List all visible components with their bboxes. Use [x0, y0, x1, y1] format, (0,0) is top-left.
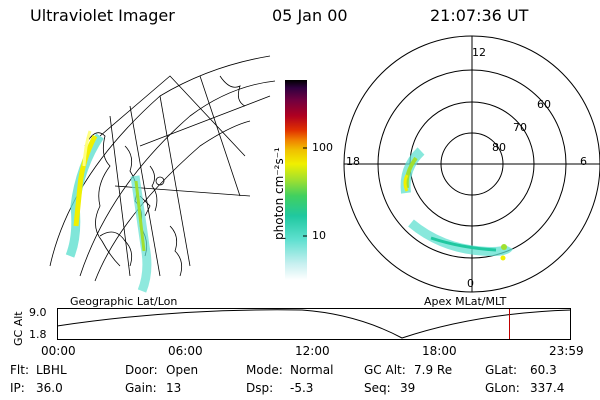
- orbit-ytick-high: 9.0: [29, 306, 47, 319]
- mlat-label-80: 80: [492, 141, 506, 154]
- info-flt-key: Flt:: [10, 363, 29, 377]
- instrument-title: Ultraviolet Imager: [30, 6, 175, 25]
- orbit-ylabel: GC Alt: [12, 311, 25, 346]
- geographic-panel-label: Geographic Lat/Lon: [70, 295, 178, 308]
- mlt-label-0: 0: [467, 277, 474, 290]
- orbit-xtick-1200: 12:00: [295, 344, 330, 358]
- info-glon-val: 337.4: [530, 381, 565, 395]
- orbit-xtick-0000: 00:00: [41, 344, 76, 358]
- image-time: 21:07:36 UT: [430, 6, 529, 25]
- info-seq-key: Seq:: [364, 381, 391, 395]
- info-door-key: Door:: [125, 363, 158, 377]
- info-seq-val: 39: [400, 381, 416, 395]
- info-gcalt-val: 7.9 Re: [414, 363, 453, 377]
- mlat-label-60: 60: [537, 98, 551, 111]
- info-gcalt-key: GC Alt:: [364, 363, 406, 377]
- mlt-label-6: 6: [580, 155, 587, 168]
- info-gain-val: 13: [166, 381, 182, 395]
- colorbar-tick-10: 10: [312, 229, 326, 242]
- info-dsp-val: -5.3: [290, 381, 314, 395]
- info-glat-val: 60.3: [530, 363, 557, 377]
- orbit-ytick-low: 1.8: [29, 328, 47, 341]
- colorbar-unit-label: photon cm⁻²s⁻¹: [272, 147, 286, 240]
- info-ip-key: IP:: [10, 381, 25, 395]
- mlt-label-12: 12: [472, 46, 486, 59]
- orbit-xtick-2359: 23:59: [549, 344, 584, 358]
- orbit-xtick-1800: 18:00: [422, 344, 457, 358]
- colorbar: [285, 80, 307, 280]
- info-door-val: Open: [166, 363, 199, 377]
- mlat-label-70: 70: [513, 121, 527, 134]
- image-date: 05 Jan 00: [272, 6, 348, 25]
- info-dsp-key: Dsp:: [246, 381, 274, 395]
- info-ip-val: 36.0: [36, 381, 63, 395]
- polar-plot: [343, 35, 600, 293]
- mlt-label-18: 18: [346, 155, 360, 168]
- info-flt-val: LBHL: [36, 363, 67, 377]
- orbit-xtick-0600: 06:00: [168, 344, 203, 358]
- info-mode-key: Mode:: [246, 363, 283, 377]
- info-gain-key: Gain:: [125, 381, 157, 395]
- orbit-altitude-plot: [57, 308, 571, 340]
- colorbar-tick-100: 100: [312, 141, 333, 154]
- info-mode-val: Normal: [290, 363, 334, 377]
- polar-panel-label: Apex MLat/MLT: [424, 295, 507, 308]
- info-glat-key: GLat:: [485, 363, 518, 377]
- info-glon-key: GLon:: [485, 381, 520, 395]
- geographic-map: [49, 55, 276, 293]
